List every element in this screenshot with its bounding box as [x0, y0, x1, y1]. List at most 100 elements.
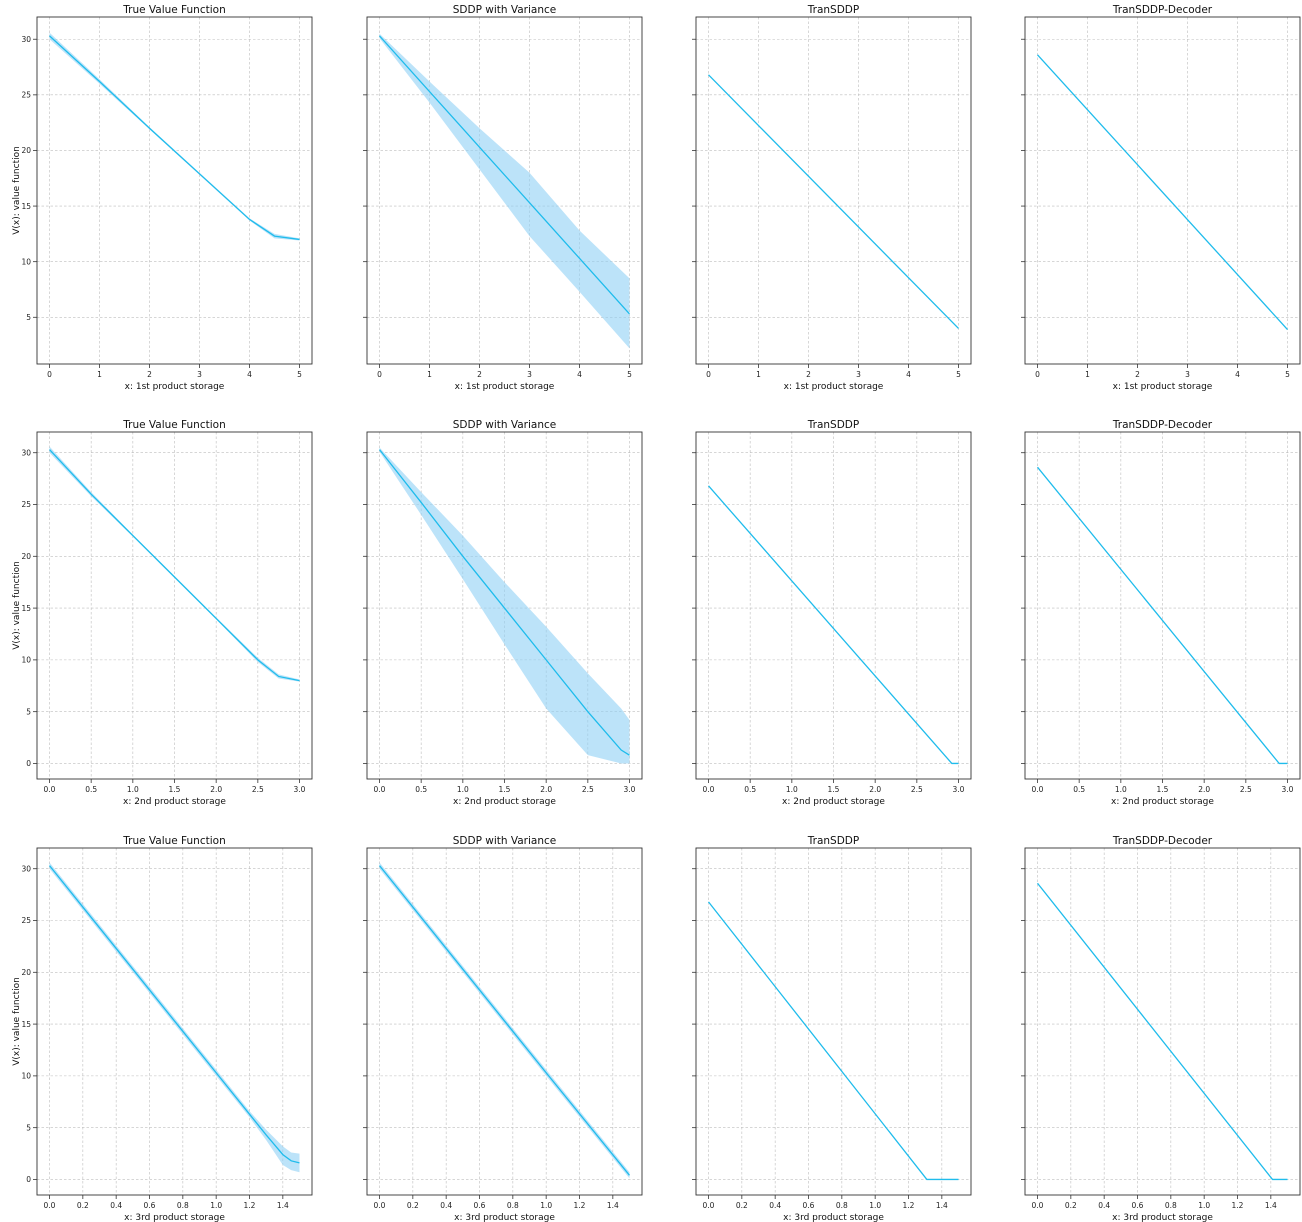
- chart-11-title: TranSDDP: [807, 835, 859, 847]
- chart-1-x-tick-label-5: 5: [297, 370, 302, 379]
- chart-5-x-tick-label-4: 2.0: [210, 785, 222, 794]
- chart-8-x-tick-label-6: 3.0: [1282, 785, 1294, 794]
- chart-9-confidence-band-0: [49, 862, 300, 1173]
- chart-12-x-tick-label-2: 0.4: [1098, 1201, 1110, 1210]
- chart-5-x-axis-label: x: 2nd product storage: [123, 797, 226, 807]
- chart-4-x-tick-label-2: 2: [1135, 370, 1140, 379]
- chart-2-x-tick-label-4: 4: [577, 370, 582, 379]
- chart-5-x-tick-label-5: 2.5: [252, 785, 264, 794]
- chart-3-plot-frame: [695, 16, 972, 365]
- chart-6-series-line-0: [378, 449, 630, 756]
- chart-11-panel: 0.0 0.2 0.4 0.6 0.8 1.0 1.2 1.4 TranSDDP x: 3rd p…: [692, 835, 972, 1222]
- chart-10-x-tick-label-5: 1.0: [540, 1201, 552, 1210]
- chart-1-confidence-band-0: [49, 32, 300, 241]
- chart-5-y-tick-label-4: 20: [21, 552, 31, 561]
- chart-7-panel: 0.0 0.5 1.0 1.5 2.0 2.5 3.0 TranSDDP x: 2nd prod…: [692, 419, 972, 807]
- chart-7-x-tick-label-5: 2.5: [911, 785, 923, 794]
- chart-12-panel: 0.0 0.2 0.4 0.6 0.8 1.0 1.2 1.4 TranSDDP-Decoder…: [1021, 835, 1301, 1222]
- chart-9-x-tick-label-5: 1.0: [210, 1201, 222, 1210]
- chart-11-x-tick-label-2: 0.4: [769, 1201, 781, 1210]
- chart-2-x-tick-label-3: 3: [527, 370, 532, 379]
- chart-7-x-tick-label-6: 3.0: [953, 785, 965, 794]
- chart-1-plot-frame: [36, 16, 313, 365]
- chart-9-y-tick-label-4: 20: [21, 968, 31, 977]
- chart-5-y-tick-label-5: 25: [21, 500, 31, 509]
- chart-11-series-line-0: [707, 901, 959, 1181]
- chart-12-title: TranSDDP-Decoder: [1112, 835, 1213, 847]
- chart-7-x-tick-label-2: 1.0: [786, 785, 798, 794]
- chart-7-x-tick-label-4: 2.0: [869, 785, 881, 794]
- chart-12-x-tick-label-6: 1.2: [1232, 1201, 1244, 1210]
- chart-8-x-tick-label-4: 2.0: [1198, 785, 1210, 794]
- chart-9-x-tick-label-7: 1.4: [277, 1201, 289, 1210]
- chart-8-x-tick-label-5: 2.5: [1240, 785, 1252, 794]
- chart-2-x-tick-label-1: 1: [427, 370, 432, 379]
- chart-1-title: True Value Function: [122, 4, 225, 16]
- chart-9-x-tick-label-1: 0.2: [77, 1201, 89, 1210]
- chart-3-x-tick-label-5: 5: [956, 370, 961, 379]
- chart-10-x-tick-label-7: 1.4: [607, 1201, 619, 1210]
- chart-3-x-tick-label-0: 0: [706, 370, 711, 379]
- chart-7-x-tick-label-0: 0.0: [703, 785, 715, 794]
- chart-10-x-tick-label-4: 0.8: [507, 1201, 519, 1210]
- chart-4-panel: 0 1 2 3 4 5 TranSDDP-Decoder x: 1st product sto…: [1021, 4, 1301, 392]
- chart-9-title: True Value Function: [122, 835, 225, 847]
- chart-12-plot-frame: [1024, 847, 1301, 1196]
- chart-4-title: TranSDDP-Decoder: [1112, 4, 1213, 16]
- chart-9-x-tick-label-2: 0.4: [110, 1201, 122, 1210]
- chart-4-x-tick-label-5: 5: [1285, 370, 1290, 379]
- chart-4-x-tick-label-1: 1: [1085, 370, 1090, 379]
- chart-4-series-line-0: [1037, 54, 1288, 330]
- chart-5-y-axis-label: V(x): value function: [12, 561, 22, 650]
- chart-1-y-tick-label-2: 15: [21, 202, 31, 211]
- chart-4-plot-frame: [1024, 16, 1301, 365]
- chart-11-plot-frame: [695, 847, 972, 1196]
- chart-10-x-tick-label-2: 0.4: [440, 1201, 452, 1210]
- chart-1-y-tick-label-4: 25: [21, 91, 31, 100]
- chart-3-panel: 0 1 2 3 4 5 TranSDDP x: 1st product storage: [692, 4, 972, 392]
- chart-2-panel: 0 1 2 3 4 5 SDDP with Variance x: 1st product s…: [363, 4, 643, 392]
- chart-3-series-line-0: [708, 74, 959, 329]
- chart-12-x-tick-label-4: 0.8: [1165, 1201, 1177, 1210]
- chart-1-y-tick-label-1: 10: [21, 257, 31, 266]
- chart-10-title: SDDP with Variance: [453, 835, 556, 847]
- chart-10-x-tick-label-3: 0.6: [474, 1201, 486, 1210]
- chart-3-x-tick-label-3: 3: [856, 370, 861, 379]
- chart-8-panel: 0.0 0.5 1.0 1.5 2.0 2.5 3.0 TranSDDP-Decoder x: …: [1021, 419, 1301, 807]
- chart-1-x-tick-label-3: 3: [197, 370, 202, 379]
- chart-2-series-line-0: [379, 35, 630, 315]
- chart-11-x-axis-label: x: 3rd product storage: [783, 1213, 884, 1222]
- chart-6-x-tick-label-1: 0.5: [415, 785, 427, 794]
- chart-10-x-tick-label-0: 0.0: [374, 1201, 386, 1210]
- chart-9-x-tick-label-4: 0.8: [177, 1201, 189, 1210]
- chart-8-title: TranSDDP-Decoder: [1112, 419, 1213, 431]
- chart-2-confidence-band-0: [379, 33, 630, 349]
- chart-1-series-line-0: [49, 35, 300, 241]
- chart-4-x-tick-label-3: 3: [1185, 370, 1190, 379]
- chart-2-x-tick-label-0: 0: [377, 370, 382, 379]
- chart-1-y-tick-label-5: 30: [21, 35, 31, 44]
- chart-11-x-tick-label-6: 1.2: [903, 1201, 915, 1210]
- chart-10-panel: 0.0 0.2 0.4 0.6 0.8 1.0 1.2 1.4 SDDP with Varian…: [363, 835, 643, 1222]
- chart-6-x-axis-label: x: 2nd product storage: [453, 797, 556, 807]
- chart-5-y-tick-label-3: 15: [21, 604, 31, 613]
- chart-7-title: TranSDDP: [807, 419, 859, 431]
- chart-9-y-tick-label-1: 5: [26, 1123, 31, 1132]
- chart-9-y-tick-label-6: 30: [21, 864, 31, 873]
- chart-9-panel: 0.0 0.2 0.4 0.6 0.8 1.0 1.2 1.4 0 5 10 15 20 25 30 True…: [12, 835, 313, 1222]
- chart-3-title: TranSDDP: [807, 4, 859, 16]
- chart-3-x-tick-label-4: 4: [906, 370, 911, 379]
- chart-9-y-tick-label-0: 0: [26, 1175, 31, 1184]
- chart-5-y-tick-label-2: 10: [21, 656, 31, 665]
- chart-1-x-tick-label-1: 1: [97, 370, 102, 379]
- chart-8-x-tick-label-3: 1.5: [1157, 785, 1169, 794]
- chart-7-x-axis-label: x: 2nd product storage: [782, 797, 885, 807]
- chart-1-x-tick-label-0: 0: [47, 370, 52, 379]
- chart-12-x-tick-label-1: 0.2: [1065, 1201, 1077, 1210]
- chart-1-y-axis-label: V(x): value function: [12, 146, 22, 235]
- chart-11-x-tick-label-0: 0.0: [703, 1201, 715, 1210]
- chart-1-y-tick-label-3: 20: [21, 146, 31, 155]
- chart-5-x-tick-label-3: 1.5: [169, 785, 181, 794]
- chart-12-x-axis-label: x: 3rd product storage: [1112, 1213, 1213, 1222]
